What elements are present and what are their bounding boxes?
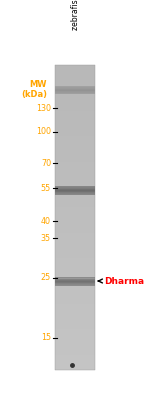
- Bar: [55, 282, 95, 283]
- Bar: [55, 253, 95, 258]
- Bar: [55, 194, 95, 195]
- Bar: [55, 141, 95, 146]
- Bar: [55, 65, 95, 370]
- Text: 130: 130: [36, 104, 51, 113]
- Bar: [55, 279, 95, 280]
- Bar: [55, 191, 95, 192]
- Bar: [55, 329, 95, 335]
- Bar: [55, 248, 95, 253]
- Bar: [55, 202, 95, 207]
- Bar: [55, 190, 95, 191]
- Bar: [55, 284, 95, 285]
- Bar: [55, 167, 95, 172]
- Bar: [55, 345, 95, 349]
- Bar: [55, 95, 95, 100]
- Bar: [55, 100, 95, 106]
- Text: 15: 15: [41, 333, 51, 342]
- Bar: [55, 207, 95, 212]
- Bar: [55, 136, 95, 141]
- Bar: [55, 258, 95, 263]
- Bar: [55, 304, 95, 309]
- Bar: [55, 263, 95, 268]
- Bar: [55, 360, 95, 365]
- Bar: [55, 91, 95, 92]
- Bar: [55, 243, 95, 248]
- Bar: [55, 314, 95, 319]
- Bar: [55, 186, 95, 187]
- Bar: [55, 233, 95, 238]
- Bar: [55, 284, 95, 289]
- Bar: [55, 65, 95, 70]
- Bar: [55, 93, 95, 94]
- Bar: [55, 281, 95, 282]
- Text: 40: 40: [41, 216, 51, 225]
- Bar: [55, 285, 95, 286]
- Bar: [55, 238, 95, 243]
- Bar: [55, 106, 95, 111]
- Bar: [55, 146, 95, 151]
- Bar: [55, 294, 95, 299]
- Bar: [55, 121, 95, 126]
- Bar: [55, 177, 95, 182]
- Bar: [55, 268, 95, 273]
- Bar: [55, 340, 95, 345]
- Bar: [55, 182, 95, 187]
- Bar: [55, 89, 95, 90]
- Text: 25: 25: [41, 273, 51, 282]
- Text: Dharma: Dharma: [104, 277, 144, 286]
- Text: 55: 55: [41, 184, 51, 193]
- Bar: [55, 193, 95, 194]
- Text: 100: 100: [36, 128, 51, 136]
- Bar: [55, 324, 95, 329]
- Bar: [55, 187, 95, 188]
- Bar: [55, 126, 95, 131]
- Bar: [55, 116, 95, 121]
- Bar: [55, 187, 95, 192]
- Bar: [55, 172, 95, 177]
- Bar: [55, 212, 95, 217]
- Bar: [55, 309, 95, 314]
- Bar: [55, 355, 95, 360]
- Bar: [55, 90, 95, 95]
- Bar: [55, 86, 95, 87]
- Bar: [55, 283, 95, 284]
- Bar: [55, 192, 95, 197]
- Bar: [55, 92, 95, 93]
- Bar: [55, 217, 95, 223]
- Bar: [55, 273, 95, 279]
- Bar: [55, 87, 95, 88]
- Bar: [55, 365, 95, 370]
- Text: 35: 35: [41, 234, 51, 242]
- Bar: [55, 278, 95, 279]
- Bar: [55, 111, 95, 116]
- Bar: [55, 151, 95, 156]
- Bar: [55, 162, 95, 167]
- Bar: [55, 319, 95, 324]
- Bar: [55, 85, 95, 90]
- Bar: [55, 289, 95, 294]
- Text: MW
(kDa): MW (kDa): [21, 80, 47, 99]
- Bar: [55, 197, 95, 202]
- Text: zebrafish embryo: zebrafish embryo: [71, 0, 79, 30]
- Bar: [55, 335, 95, 340]
- Bar: [55, 188, 95, 189]
- Bar: [55, 75, 95, 80]
- Bar: [55, 156, 95, 162]
- Bar: [55, 280, 95, 281]
- Bar: [55, 88, 95, 89]
- Bar: [55, 90, 95, 91]
- Bar: [55, 131, 95, 136]
- Text: 70: 70: [41, 158, 51, 167]
- Bar: [55, 228, 95, 233]
- Bar: [55, 349, 95, 355]
- Bar: [55, 277, 95, 278]
- Bar: [55, 80, 95, 85]
- Bar: [55, 189, 95, 190]
- Bar: [55, 279, 95, 284]
- Bar: [55, 299, 95, 304]
- Bar: [55, 192, 95, 193]
- Bar: [55, 223, 95, 228]
- Bar: [55, 70, 95, 75]
